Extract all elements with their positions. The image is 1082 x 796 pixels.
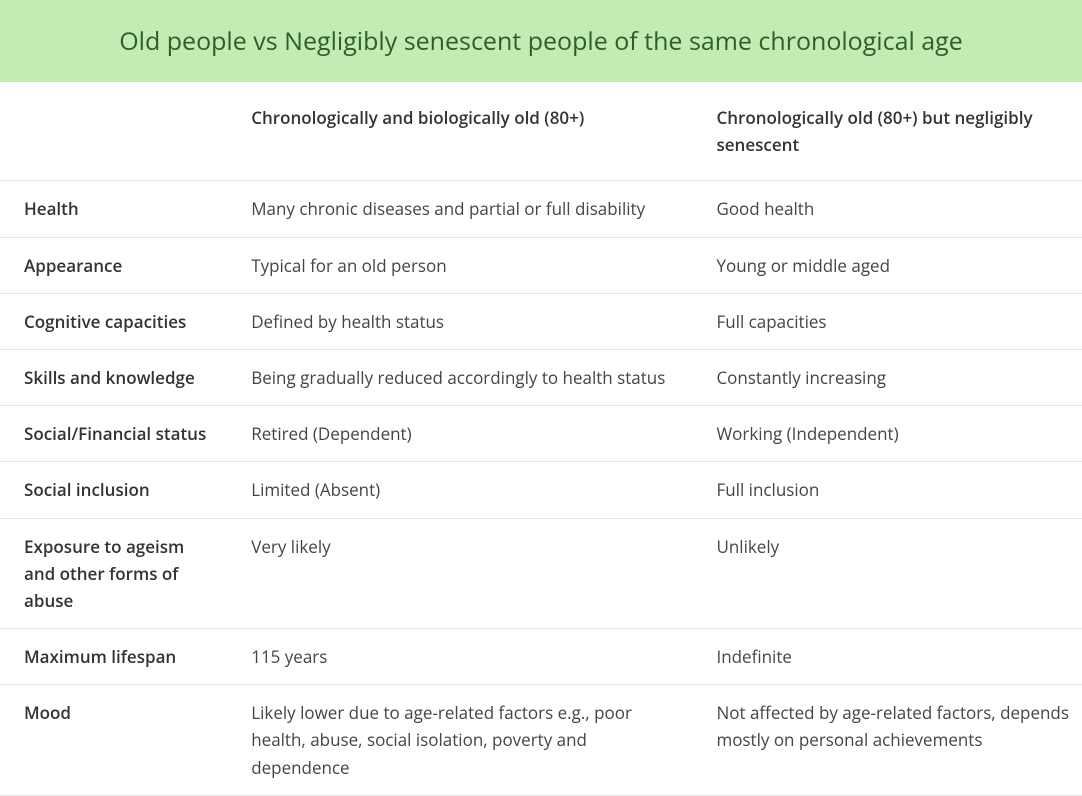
cell-col-b: Indefinite <box>692 629 1082 685</box>
cell-col-b: Unlikely <box>692 518 1082 629</box>
cell-col-a: Defined by health status <box>227 293 692 349</box>
row-label: Skills and knowledge <box>0 349 227 405</box>
column-header-negligibly-senescent: Chronologically old (80+) but negligibly… <box>692 82 1082 181</box>
table-row: Maximum lifespan 115 years Indefinite <box>0 629 1082 685</box>
cell-col-b: Full capacities <box>692 293 1082 349</box>
row-label: Social/Financial status <box>0 406 227 462</box>
cell-col-a: Being gradually reduced accordingly to h… <box>227 349 692 405</box>
row-label: Appearance <box>0 237 227 293</box>
column-header-empty <box>0 82 227 181</box>
cell-col-b: Constantly increasing <box>692 349 1082 405</box>
row-label: Exposure to ageism and other forms of ab… <box>0 518 227 629</box>
cell-col-b: Full inclusion <box>692 462 1082 518</box>
row-label: Health <box>0 181 227 237</box>
row-label: Maximum lifespan <box>0 629 227 685</box>
table-row: Appearance Typical for an old person You… <box>0 237 1082 293</box>
title-band: Old people vs Negligibly senescent peopl… <box>0 0 1082 82</box>
cell-col-b: Young or middle aged <box>692 237 1082 293</box>
cell-col-b: Not affected by age-related factors, dep… <box>692 685 1082 796</box>
table-row: Health Many chronic diseases and partial… <box>0 181 1082 237</box>
cell-col-a: 115 years <box>227 629 692 685</box>
row-label: Mood <box>0 685 227 796</box>
cell-col-a: Typical for an old person <box>227 237 692 293</box>
table-row: Cognitive capacities Defined by health s… <box>0 293 1082 349</box>
row-label: Cognitive capacities <box>0 293 227 349</box>
comparison-table: Chronologically and biologically old (80… <box>0 82 1082 796</box>
cell-col-a: Likely lower due to age-related factors … <box>227 685 692 796</box>
table-row: Social inclusion Limited (Absent) Full i… <box>0 462 1082 518</box>
cell-col-b: Good health <box>692 181 1082 237</box>
cell-col-a: Very likely <box>227 518 692 629</box>
cell-col-a: Limited (Absent) <box>227 462 692 518</box>
table-row: Skills and knowledge Being gradually red… <box>0 349 1082 405</box>
column-header-biologically-old: Chronologically and biologically old (80… <box>227 82 692 181</box>
cell-col-a: Retired (Dependent) <box>227 406 692 462</box>
table-row: Mood Likely lower due to age-related fac… <box>0 685 1082 796</box>
cell-col-b: Working (Independent) <box>692 406 1082 462</box>
table-row: Social/Financial status Retired (Depende… <box>0 406 1082 462</box>
table-header-row: Chronologically and biologically old (80… <box>0 82 1082 181</box>
page-title: Old people vs Negligibly senescent peopl… <box>20 24 1062 58</box>
table-row: Exposure to ageism and other forms of ab… <box>0 518 1082 629</box>
cell-col-a: Many chronic diseases and partial or ful… <box>227 181 692 237</box>
row-label: Social inclusion <box>0 462 227 518</box>
